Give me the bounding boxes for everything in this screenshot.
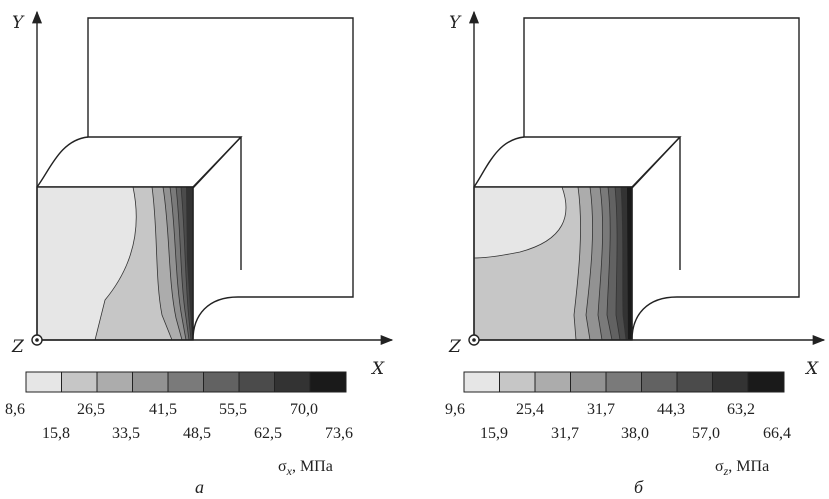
scale-tick-label: 70,0 xyxy=(290,401,318,418)
quantity-symbol: σ xyxy=(278,458,287,475)
scale-swatch xyxy=(641,371,678,393)
scale-swatch xyxy=(238,371,275,393)
scale-swatch xyxy=(167,371,204,393)
scale-swatch xyxy=(96,371,133,393)
scale-swatch xyxy=(203,371,240,393)
scale-swatch xyxy=(25,371,62,393)
fillet-upper-a xyxy=(36,136,89,188)
x-axis-label: X xyxy=(370,359,385,379)
scale-tick-label: 25,4 xyxy=(516,401,544,418)
quantity-unit: , МПа xyxy=(728,458,769,475)
contour-band xyxy=(474,187,566,258)
scale-tick-label: 8,6 xyxy=(5,401,25,418)
quantity-label-b: σz, МПа xyxy=(715,458,769,478)
panel-caption-b: б xyxy=(634,477,644,497)
z-axis-label: Z xyxy=(11,337,25,357)
quantity-unit: , МПа xyxy=(292,458,333,475)
panel-b: Y Z X 9,6 25,4 31,7 44,3 63,2 15,9 31,7 … xyxy=(445,10,826,497)
scale-swatch xyxy=(132,371,169,393)
scale-tick-label: 38,0 xyxy=(621,425,649,442)
quantity-symbol: σ xyxy=(715,458,724,475)
quantity-subscript: z xyxy=(723,464,729,478)
y-axis-label: Y xyxy=(12,13,25,33)
contour-band xyxy=(627,187,632,340)
scale-tick-label: 48,5 xyxy=(183,425,211,442)
scale-tick-label: 31,7 xyxy=(587,401,615,418)
contour-section-b xyxy=(473,186,633,341)
panel-caption-a: а xyxy=(195,477,204,497)
scale-swatch xyxy=(605,371,642,393)
scale-tick-label: 55,5 xyxy=(219,401,247,418)
fillet-upper-b xyxy=(473,136,525,188)
scale-swatch xyxy=(463,371,500,393)
scale-swatch xyxy=(676,371,713,393)
contour-band xyxy=(186,187,193,340)
scale-tick-label: 15,9 xyxy=(480,425,508,442)
scale-swatch xyxy=(274,371,311,393)
quantity-subscript: x xyxy=(286,464,293,478)
scale-tick-label: 62,5 xyxy=(254,425,282,442)
color-scale-a: 8,6 26,5 41,5 55,5 70,0 15,8 33,5 48,5 6… xyxy=(5,371,353,478)
scale-tick-label: 9,6 xyxy=(445,401,465,418)
quantity-label-a: σx, МПа xyxy=(278,458,333,478)
scale-swatch xyxy=(747,371,785,393)
scale-tick-label: 66,4 xyxy=(763,425,791,442)
scale-swatch xyxy=(534,371,571,393)
block-diagonal-edge-a xyxy=(192,136,242,188)
scale-tick-label: 26,5 xyxy=(77,401,105,418)
scale-swatch xyxy=(309,371,347,393)
scale-tick-label: 57,0 xyxy=(692,425,720,442)
panel-a: Y Z X 8,6 26,5 41,5 55,5 70,0 15,8 33,5 … xyxy=(5,10,394,497)
z-axis-label: Z xyxy=(448,337,462,357)
block-diagonal-edge-b xyxy=(631,136,681,188)
contour-section-a xyxy=(36,186,194,341)
scale-tick-label: 44,3 xyxy=(657,401,685,418)
y-axis-label: Y xyxy=(449,13,462,33)
scale-tick-label: 33,5 xyxy=(112,425,140,442)
color-scale-b: 9,6 25,4 31,7 44,3 63,2 15,9 31,7 38,0 5… xyxy=(445,371,791,478)
z-axis-dot-a xyxy=(35,338,39,342)
scale-tick-label: 73,6 xyxy=(325,425,353,442)
scale-tick-label: 63,2 xyxy=(727,401,755,418)
scale-tick-label: 31,7 xyxy=(551,425,579,442)
scale-swatch xyxy=(570,371,607,393)
scale-tick-label: 41,5 xyxy=(149,401,177,418)
x-axis-label: X xyxy=(804,359,819,379)
scale-swatch xyxy=(712,371,749,393)
scale-swatch xyxy=(61,371,98,393)
z-axis-dot-b xyxy=(472,338,476,342)
scale-swatch xyxy=(499,371,536,393)
scale-tick-label: 15,8 xyxy=(42,425,70,442)
